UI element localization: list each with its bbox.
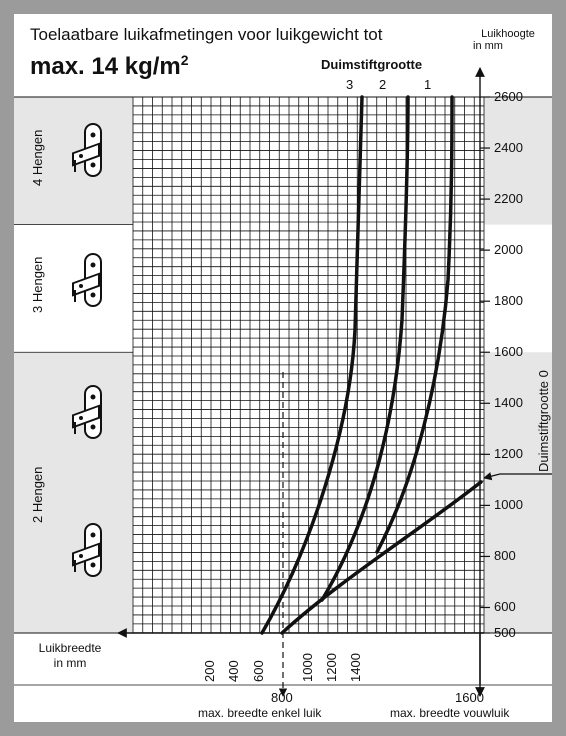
height-tick-label-2000: 2000 — [494, 242, 523, 258]
hinge-icon — [72, 523, 102, 577]
pin-size-zero-label: Duimstiftgrootte 0 — [536, 370, 551, 472]
curve-label-1: 1 — [424, 77, 432, 92]
hinge-icons — [72, 123, 102, 577]
marker-1600-label: max. breedte vouwluik — [390, 706, 510, 720]
axis-lines — [117, 67, 552, 697]
zone-label-0: 4 Hengen — [30, 129, 45, 186]
hinge-icon — [72, 123, 102, 177]
height-tick-label-1200: 1200 — [494, 446, 523, 462]
width-tick-label-200: 200 — [202, 660, 217, 682]
height-tick-label-2600: 2600 — [494, 89, 523, 104]
height-tick-label-2400: 2400 — [494, 140, 523, 156]
curve-0 — [280, 480, 483, 635]
subtitle-text: max. 14 kg/m — [30, 53, 181, 80]
width-axis-label-line2: in mm — [53, 656, 87, 670]
height-tick-label-2200: 2200 — [494, 191, 523, 207]
width-tick-label-400: 400 — [226, 660, 242, 682]
width-tick-label-1400: 1400 — [348, 653, 364, 682]
chart-subtitle: max. 14 kg/m2 — [30, 52, 189, 81]
height-tick-label-800: 800 — [494, 548, 516, 564]
height-tick-label-1400: 1400 — [494, 395, 523, 411]
width-axis-label: Luikbreedte in mm — [22, 641, 118, 671]
height-axis-label: Luikhoogte in mm — [467, 28, 549, 52]
height-axis-label-line1: Luikhoogte — [481, 28, 535, 40]
hinge-icon — [72, 385, 102, 439]
pin-size-curves — [260, 95, 483, 635]
chart-title: Toelaatbare luikafmetingen voor luikgewi… — [30, 25, 383, 44]
curve-label-2: 2 — [379, 77, 387, 92]
zone-label-2: 2 Hengen — [30, 466, 45, 523]
height-tick-label-1000: 1000 — [494, 497, 523, 513]
pin-size-title: Duimstiftgrootte — [321, 57, 423, 72]
curve-label-3: 3 — [346, 77, 354, 92]
width-tick-label-1000: 1000 — [299, 653, 315, 682]
marker-1600-value: 1600 — [455, 690, 484, 705]
zone-label-1: 3 Hengen — [30, 257, 45, 314]
marker-800-value: 800 — [271, 690, 293, 705]
height-tick-label-600: 600 — [494, 599, 516, 615]
width-axis-label-line1: Luikbreedte — [38, 641, 102, 655]
pin-size-zero-pointer — [483, 472, 552, 481]
curve-2 — [320, 95, 410, 602]
marker-800-label: max. breedte enkel luik — [198, 706, 322, 720]
curve-1 — [375, 95, 454, 554]
width-tick-label-600: 600 — [250, 660, 266, 682]
curve-3 — [260, 95, 364, 635]
width-tick-label-1200: 1200 — [324, 653, 339, 682]
height-tick-label-1800: 1800 — [494, 293, 523, 309]
subtitle-exponent: 2 — [180, 52, 189, 68]
height-tick-label-500: 500 — [494, 625, 516, 640]
chart-grid — [132, 96, 485, 634]
hinge-icon — [72, 253, 102, 307]
height-tick-label-1600: 1600 — [494, 344, 523, 360]
height-axis-label-line2: in mm — [473, 40, 503, 52]
